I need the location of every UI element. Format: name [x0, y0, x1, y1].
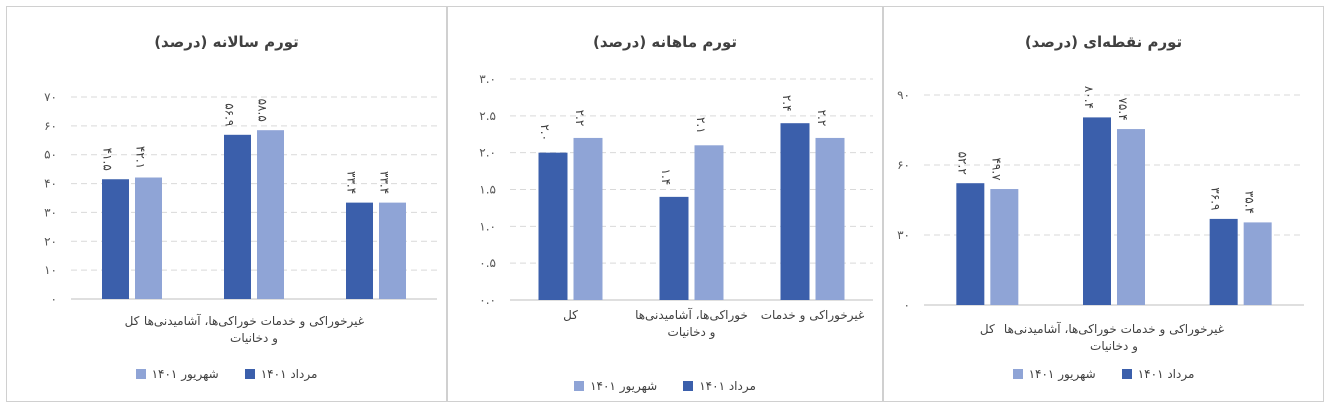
category-label: کل: [980, 322, 995, 336]
data-label: ۲.۲: [815, 110, 829, 127]
y-tick-label: ۳۰: [44, 205, 57, 219]
legend-label-series2: شهریور ۱۴۰۱: [151, 367, 219, 381]
bar: [1209, 218, 1238, 305]
bar: [1243, 222, 1272, 305]
bar: [135, 177, 162, 299]
data-label: ۲.۰: [538, 124, 552, 141]
legend-item-series2: شهریور ۱۴۰۱: [1012, 367, 1096, 381]
legend-label-series1: مرداد ۱۴۰۱: [1137, 367, 1195, 381]
y-tick-label: ۳.۰: [479, 72, 496, 86]
chart-title-annual: تورم سالانه (درصد): [154, 33, 299, 51]
y-tick-label: ۲۰: [44, 234, 57, 248]
y-tick-label: ۹۰: [897, 88, 910, 102]
bar: [956, 183, 985, 305]
legend-item-series2: شهریور ۱۴۰۱: [135, 367, 219, 381]
legend-swatch-series1: [683, 381, 694, 391]
category-label: و دخانیات: [230, 331, 278, 346]
legend-swatch-series2: [1012, 369, 1023, 379]
category-label: غیرخوراکی و خدمات: [761, 308, 865, 323]
chart-svg-point: ۰ ۳۰ ۶۰ ۹۰ ۵۲.۲ ۴۹.۷ کل ۸۰.۴ ۷۵.۴ غیرخوراکی و خدم…: [897, 86, 1304, 354]
chart-title-monthly: تورم ماهانه (درصد): [593, 33, 737, 51]
legend-label-series1: مرداد ۱۴۰۱: [699, 379, 756, 393]
legend-swatch-series1: [1121, 369, 1132, 379]
y-tick-label: ۱.۰: [479, 219, 496, 233]
legend-swatch-series2: [135, 369, 146, 379]
category-label: کل: [125, 314, 140, 328]
data-label: ۵۲.۲: [955, 152, 969, 175]
bar: [102, 179, 129, 299]
data-label: ۷۵.۴: [1116, 97, 1130, 120]
legend-item-series2: شهریور ۱۴۰۱: [574, 379, 657, 393]
y-tick-label: ۰.۵: [479, 256, 496, 270]
data-label: ۲.۱: [694, 117, 708, 134]
y-tick-label: ۱۰: [44, 263, 57, 277]
bar: [1117, 129, 1145, 305]
data-label: ۱.۴: [659, 169, 673, 186]
y-tick-label: ۲.۰: [479, 146, 496, 160]
category-label: و دخانیات: [668, 325, 716, 340]
data-label: ۵۸.۵: [256, 99, 270, 122]
legend-point: مرداد ۱۴۰۱ شهریور ۱۴۰۱: [884, 367, 1323, 381]
data-label: ۲.۴: [780, 95, 794, 112]
legend-label-series1: مرداد ۱۴۰۱: [260, 367, 318, 381]
data-label: ۲.۲: [573, 110, 587, 127]
chart-svg-annual: ۰ ۱۰ ۲۰ ۳۰ ۴۰ ۵۰ ۶۰ ۷۰ ۴۱.۵ ۴۲.۱ کل ۵۶.۹ ۵۸.۵ غیرخورا…: [44, 90, 437, 346]
bar: [659, 196, 689, 300]
category-label: غیرخوراکی و خدمات خوراکی‌ها، آشامیدنی‌ها: [144, 313, 364, 329]
chart-panel-monthly: ۰.۰ ۰.۵ ۱.۰ ۱.۵ ۲.۰ ۲.۵ ۳.۰ ۲.۰ ۲.۲ کل ۱.۴ ۲.۱ خوراک…: [447, 6, 883, 402]
data-label: ۵۶.۹: [223, 103, 237, 126]
y-tick-label: ۷۰: [44, 90, 57, 104]
bar: [573, 137, 603, 300]
y-tick-label: ۶۰: [44, 119, 57, 133]
legend-label-series2: شهریور ۱۴۰۱: [590, 379, 658, 393]
bar: [694, 145, 724, 300]
chart-svg-monthly: ۰.۰ ۰.۵ ۱.۰ ۱.۵ ۲.۰ ۲.۵ ۳.۰ ۲.۰ ۲.۲ کل ۱.۴ ۲.۱ خوراک…: [479, 72, 873, 340]
legend-swatch-series2: [574, 381, 585, 391]
y-tick-label: ۴۰: [44, 177, 57, 191]
bar: [815, 137, 845, 300]
legend-item-series1: مرداد ۱۴۰۱: [1121, 367, 1195, 381]
bar: [346, 202, 373, 299]
chart-panel-point: ۰ ۳۰ ۶۰ ۹۰ ۵۲.۲ ۴۹.۷ کل ۸۰.۴ ۷۵.۴ غیرخوراکی و خدم…: [883, 6, 1324, 402]
chart-panel-annual: ۰ ۱۰ ۲۰ ۳۰ ۴۰ ۵۰ ۶۰ ۷۰ ۴۱.۵ ۴۲.۱ کل ۵۶.۹ ۵۸.۵ غیرخورا…: [6, 6, 447, 402]
legend-label-series2: شهریور ۱۴۰۱: [1028, 367, 1096, 381]
y-tick-label: ۳۰: [897, 228, 910, 242]
bar: [257, 130, 284, 299]
y-tick-label: ۰: [904, 298, 910, 312]
y-tick-label: ۵۰: [44, 148, 57, 162]
y-tick-label: ۶۰: [897, 158, 910, 172]
legend-annual: مرداد ۱۴۰۱ شهریور ۱۴۰۱: [7, 367, 446, 381]
legend-monthly: مرداد ۱۴۰۱ شهریور ۱۴۰۱: [448, 379, 882, 393]
chart-title-point: تورم نقطه‌ای (درصد): [1024, 33, 1183, 51]
bar: [224, 134, 251, 299]
data-label: ۴۱.۵: [101, 148, 115, 171]
y-tick-label: ۱.۵: [479, 183, 496, 197]
data-label: ۳۳.۴: [345, 171, 359, 194]
y-tick-label: ۲.۵: [479, 109, 496, 123]
y-tick-label: ۰: [51, 292, 57, 306]
bar: [780, 123, 810, 300]
data-label: ۳۳.۴: [378, 171, 392, 194]
legend-item-series1: مرداد ۱۴۰۱: [244, 367, 318, 381]
bar: [379, 202, 406, 299]
legend-swatch-series1: [244, 369, 255, 379]
data-label: ۸۰.۴: [1082, 86, 1096, 109]
bar: [990, 189, 1019, 305]
category-label: خوراکی‌ها، آشامیدنی‌ها: [635, 307, 748, 323]
data-label: ۳۵.۴: [1243, 191, 1257, 214]
category-label: و دخانیات: [1090, 339, 1138, 354]
legend-item-series1: مرداد ۱۴۰۱: [683, 379, 756, 393]
bar: [538, 152, 568, 300]
data-label: ۳۶.۹: [1209, 187, 1223, 210]
data-label: ۴۲.۱: [134, 146, 148, 169]
data-label: ۴۹.۷: [989, 157, 1003, 181]
y-tick-label: ۰.۰: [479, 293, 496, 307]
category-label: غیرخوراکی و خدمات خوراکی‌ها، آشامیدنی‌ها: [1004, 321, 1224, 337]
bar: [1083, 117, 1111, 306]
category-label: کل: [563, 308, 578, 322]
